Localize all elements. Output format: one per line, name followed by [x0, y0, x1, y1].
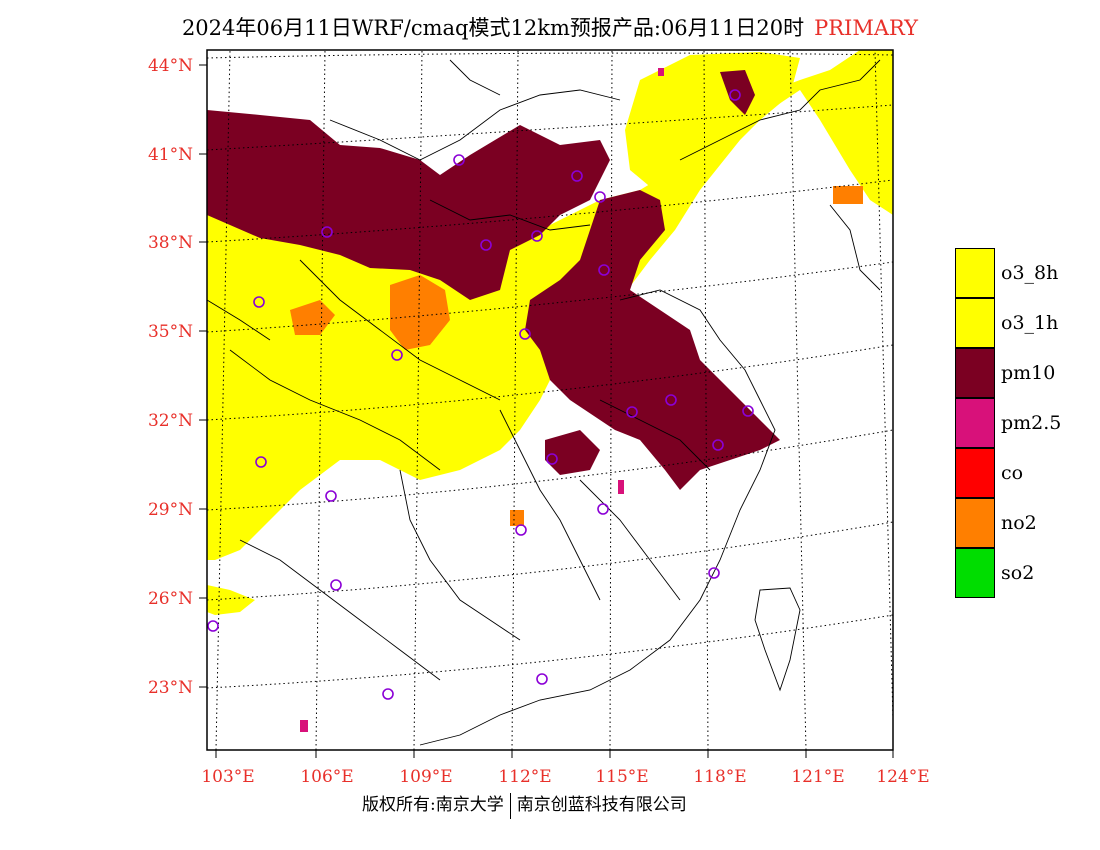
- legend-label: pm10: [1001, 362, 1056, 384]
- legend-label: o3_8h: [1001, 262, 1059, 284]
- lon-label: 118°E: [693, 767, 746, 787]
- lat-label: 23°N: [148, 678, 193, 698]
- lat-labels: 44°N 41°N 38°N 35°N 32°N 29°N 26°N 23°N: [148, 56, 193, 698]
- pm10-region-east: [525, 190, 780, 490]
- legend-swatch: [955, 498, 995, 548]
- pm25-patch-1: [300, 720, 308, 732]
- lon-label: 115°E: [595, 767, 648, 787]
- copyright-footer: 版权所有:南京大学 南京创蓝科技有限公司: [362, 790, 687, 819]
- no2-patch-east: [833, 186, 863, 204]
- no2-patch-west: [290, 300, 335, 335]
- no2-patch-central: [390, 275, 450, 350]
- title-text: 2024年06月11日WRF/cmaq模式12km预报产品:06月11日20时: [181, 16, 805, 40]
- map-area: [207, 50, 893, 750]
- pm25-patch-2: [658, 68, 664, 76]
- tick-marks: [199, 64, 894, 758]
- lon-label: 112°E: [498, 767, 551, 787]
- copyright-left: 版权所有:南京大学: [362, 795, 504, 815]
- lon-label: 124°E: [876, 767, 929, 787]
- lat-label: 26°N: [148, 589, 193, 609]
- lat-label: 44°N: [148, 56, 193, 76]
- legend-label: pm2.5: [1001, 412, 1062, 434]
- lon-label: 109°E: [399, 767, 452, 787]
- lat-label: 38°N: [148, 233, 193, 253]
- legend-label: no2: [1001, 512, 1037, 534]
- pm10-region-north: [207, 110, 610, 300]
- legend-label: so2: [1001, 562, 1035, 584]
- legend-label: o3_1h: [1001, 312, 1059, 334]
- lat-label: 32°N: [148, 411, 193, 431]
- lat-label: 41°N: [148, 145, 193, 165]
- primary-tag: PRIMARY: [814, 16, 919, 40]
- no2-patch-south: [510, 510, 524, 526]
- footer-divider: [509, 792, 511, 819]
- lon-label: 121°E: [791, 767, 844, 787]
- legend-swatch: [955, 448, 995, 498]
- legend-swatch: [955, 248, 995, 298]
- pm25-patch-3: [618, 480, 624, 494]
- stations: [207, 89, 754, 700]
- lon-label: 106°E: [300, 767, 353, 787]
- o3-region-north: [625, 52, 800, 195]
- lon-labels: 103°E 106°E 109°E 112°E 115°E 118°E 121°…: [201, 767, 929, 787]
- legend-swatch: [955, 298, 995, 348]
- lat-label: 29°N: [148, 500, 193, 520]
- lon-label: 103°E: [201, 767, 254, 787]
- legend-swatch: [955, 398, 995, 448]
- lat-label: 35°N: [148, 322, 193, 342]
- pm10-region-northeast: [720, 70, 755, 115]
- pm10-region-south: [545, 430, 600, 475]
- legend-swatch: [955, 548, 995, 598]
- map-frame: [206, 49, 894, 751]
- o3-region-southwest: [207, 585, 255, 615]
- copyright-right: 南京创蓝科技有限公司: [516, 795, 687, 815]
- legend-swatch: [955, 348, 995, 398]
- legend-label: co: [1001, 462, 1024, 484]
- boundaries: [207, 59, 881, 746]
- map-title: 2024年06月11日WRF/cmaq模式12km预报产品:06月11日20时 P…: [0, 12, 1100, 42]
- graticule: [207, 50, 893, 750]
